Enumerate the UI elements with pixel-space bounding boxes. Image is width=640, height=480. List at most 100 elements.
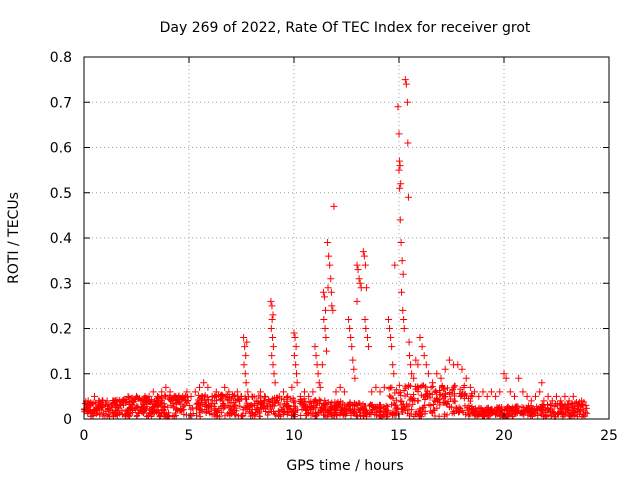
- noise-marker: [130, 399, 137, 406]
- data-point: [200, 379, 208, 387]
- noise-marker: [417, 383, 424, 390]
- data-point: [475, 392, 483, 400]
- data-point: [348, 343, 356, 351]
- data-point: [420, 352, 428, 360]
- data-point: [103, 397, 111, 405]
- noise-marker: [429, 391, 436, 398]
- data-point: [112, 397, 119, 405]
- noise-marker: [177, 405, 184, 412]
- x-tick-label: 15: [390, 428, 408, 444]
- data-point: [398, 288, 406, 296]
- data-point: [395, 166, 403, 174]
- noise-marker: [162, 413, 169, 420]
- noise-marker: [554, 411, 561, 418]
- noise-marker: [439, 383, 446, 390]
- y-tick-label: 0.1: [50, 367, 72, 383]
- noise-marker: [529, 411, 536, 418]
- noise-marker: [347, 401, 354, 408]
- noise-marker: [256, 409, 263, 416]
- axes: 0 5 10 15 20 25 0 0.1 0.2 0.3 0.4 0.5 0.6 0.7 0.8: [50, 50, 618, 444]
- noise-marker: [397, 389, 404, 396]
- noise-marker: [170, 404, 177, 411]
- data-point: [424, 370, 432, 378]
- noise-marker: [496, 407, 503, 414]
- data-point: [145, 392, 153, 400]
- noise-marker: [320, 412, 327, 419]
- noise-marker: [258, 401, 265, 408]
- data-point: [137, 397, 145, 405]
- noise-marker: [306, 403, 313, 410]
- data-point: [340, 388, 348, 396]
- noise-marker: [582, 409, 589, 416]
- data-point: [386, 325, 394, 332]
- noise-marker: [406, 397, 413, 404]
- data-point: [329, 306, 337, 314]
- data-point: [269, 311, 277, 319]
- noise-marker: [236, 403, 243, 410]
- data-point: [557, 397, 565, 405]
- data-point: [320, 315, 328, 323]
- noise-marker: [364, 409, 371, 416]
- data-point: [242, 352, 250, 360]
- noise-marker: [269, 395, 276, 402]
- noise-marker: [101, 413, 108, 420]
- noise-marker: [475, 405, 482, 412]
- noise-marker: [226, 412, 233, 419]
- noise-marker: [297, 398, 304, 405]
- data-point: [330, 202, 338, 210]
- noise-marker: [555, 410, 562, 417]
- data-point: [416, 334, 424, 342]
- noise-marker: [99, 397, 106, 404]
- noise-marker: [398, 398, 405, 405]
- noise-marker: [162, 393, 169, 400]
- noise-marker: [290, 395, 297, 402]
- noise-marker: [396, 382, 403, 389]
- noise-marker: [100, 410, 107, 417]
- data-point: [316, 383, 324, 391]
- noise-marker: [127, 406, 134, 413]
- noise-marker: [167, 402, 174, 409]
- data-point: [388, 343, 396, 351]
- noise-marker: [218, 392, 225, 399]
- data-point: [326, 261, 334, 269]
- noise-marker: [451, 410, 458, 417]
- data-point: [458, 365, 466, 373]
- data-point: [362, 284, 370, 292]
- noise-marker: [249, 394, 256, 401]
- data-point: [429, 379, 437, 387]
- noise-marker: [415, 397, 422, 404]
- data-point: [268, 302, 276, 310]
- noise-marker: [557, 405, 564, 412]
- data-point: [284, 392, 292, 400]
- data-point: [385, 315, 392, 323]
- noise-marker: [333, 412, 340, 419]
- data-point: [414, 361, 422, 369]
- data-point: [538, 379, 546, 387]
- x-tick-label: 0: [80, 428, 89, 444]
- noise-marker: [430, 401, 437, 408]
- data-point: [292, 361, 300, 369]
- noise-marker: [289, 409, 296, 416]
- noise-marker: [417, 412, 424, 419]
- noise-marker: [451, 398, 458, 405]
- y-tick-label: 0.4: [50, 231, 72, 247]
- data-point: [293, 370, 301, 378]
- data-point: [196, 383, 203, 391]
- data-point: [376, 388, 384, 396]
- noise-marker: [399, 409, 406, 416]
- data-point: [290, 329, 298, 337]
- data-point: [527, 397, 535, 405]
- data-point: [124, 392, 132, 400]
- data-point: [523, 392, 531, 400]
- noise-marker: [231, 402, 238, 409]
- noise-marker: [404, 403, 411, 410]
- data-point: [314, 370, 322, 378]
- noise-marker: [402, 385, 409, 392]
- noise-marker: [465, 410, 472, 417]
- data-point: [240, 334, 248, 342]
- data-point: [84, 397, 92, 405]
- data-point: [243, 338, 251, 346]
- noise-marker: [386, 392, 393, 399]
- noise-marker: [246, 406, 253, 413]
- noise-marker: [492, 411, 499, 418]
